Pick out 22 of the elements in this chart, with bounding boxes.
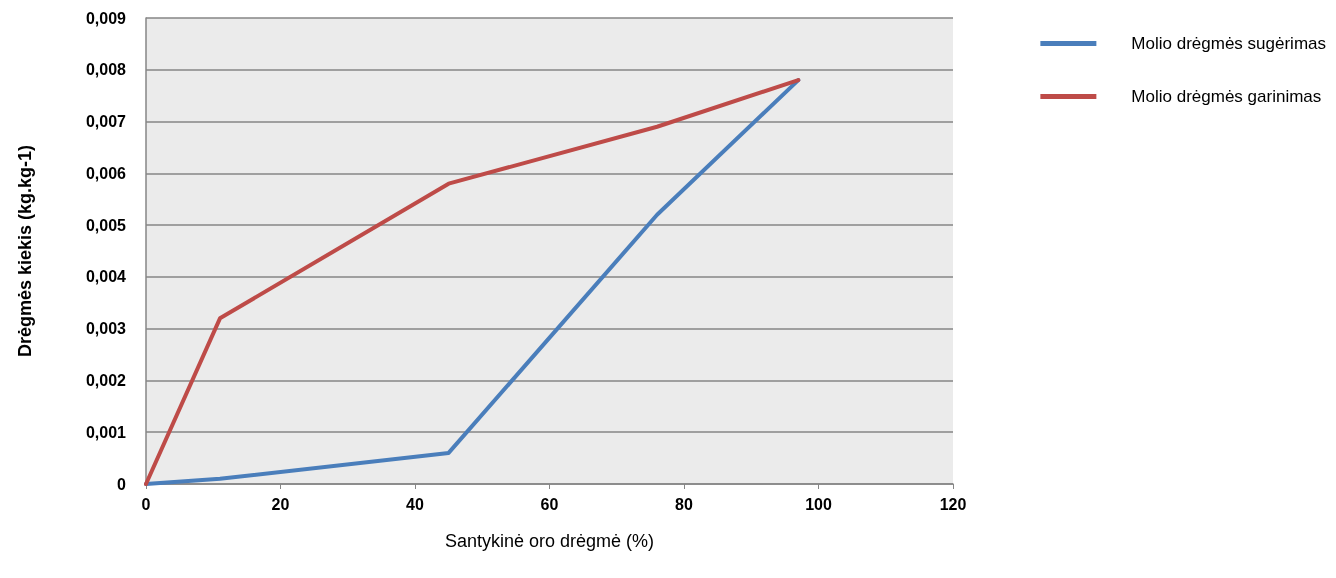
legend-label: Molio drėgmės sugėrimas [1131, 34, 1327, 53]
y-tick-label: 0,001 [85, 423, 127, 441]
x-tick-label: 0 [141, 495, 151, 513]
x-tick-label: 120 [939, 495, 967, 513]
y-tick-label: 0 [117, 475, 127, 493]
y-tick-label: 0,005 [85, 216, 127, 234]
y-axis-title: Drėgmės kiekis (kg.kg-1) [15, 144, 35, 358]
x-tick-label: 60 [540, 495, 559, 513]
y-tick-label: 0,003 [85, 320, 127, 338]
y-tick-label: 0,009 [85, 9, 127, 27]
y-tick-label: 0,008 [85, 61, 127, 79]
x-axis-title: Santykinė oro drėgmė (%) [444, 531, 655, 551]
x-tick-label: 100 [805, 495, 832, 513]
y-tick-label: 0,004 [85, 268, 127, 286]
y-tick-label: 0,006 [85, 164, 127, 182]
x-tick-label: 40 [406, 495, 424, 513]
y-tick-label: 0,002 [85, 371, 127, 389]
x-tick-label: 80 [675, 495, 693, 513]
x-tick-label: 20 [271, 495, 290, 513]
y-tick-label: 0,007 [85, 113, 127, 131]
line-series [144, 78, 801, 486]
legend-label: Molio drėgmės garinimas [1131, 87, 1322, 106]
